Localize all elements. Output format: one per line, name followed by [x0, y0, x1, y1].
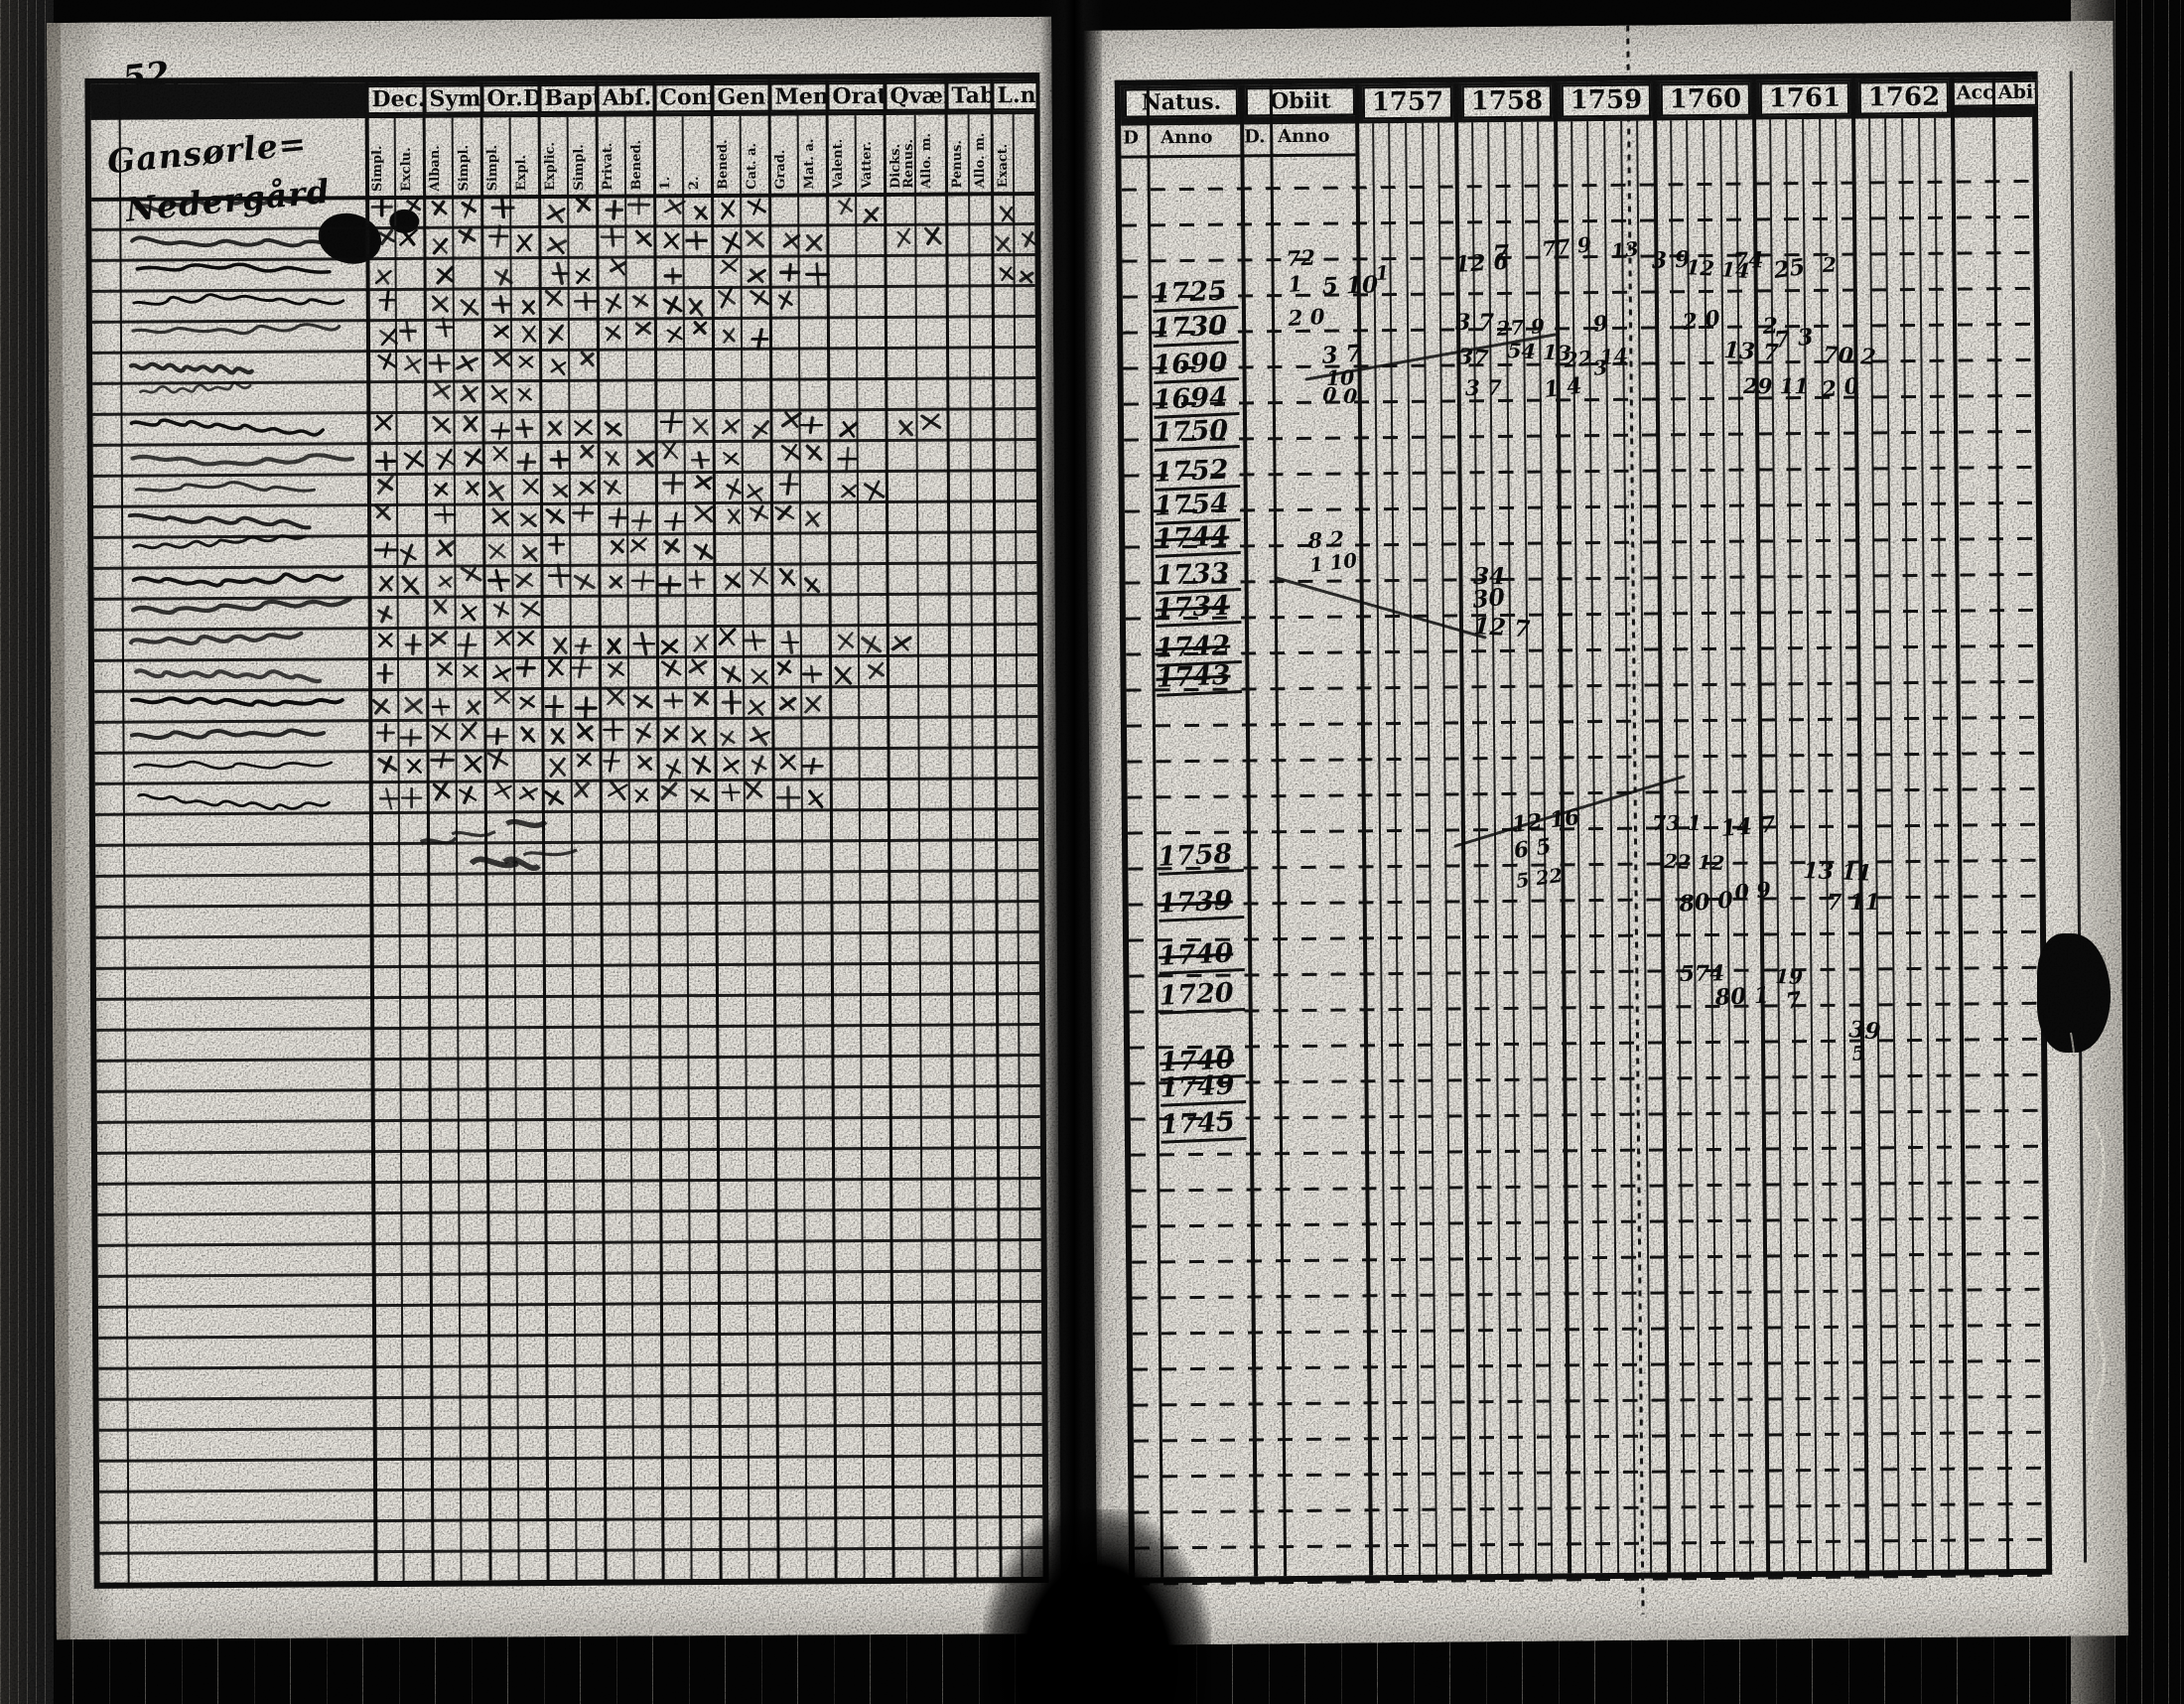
birth-year-entry: 1720 [1158, 977, 1246, 1015]
column-header-taba: Taba [946, 81, 995, 111]
birth-year-entry: 1749 [1159, 1069, 1247, 1107]
column-subheader: Simpl. [369, 145, 386, 193]
column-header-ord: Or.D [481, 84, 542, 114]
column-subheader: Bened. [628, 139, 645, 191]
edge-blot [2037, 933, 2111, 1053]
column-subheader: 1. [657, 176, 674, 191]
column-subheader: Allo. m. [972, 132, 989, 189]
column-header-year-1762: 1762 [1858, 80, 1950, 115]
column-subheader: Expl. [513, 154, 530, 192]
obiit-subheader-anno: Anno [1278, 125, 1330, 148]
scan-left-border [0, 0, 54, 1704]
column-subheader: Privat. [600, 142, 616, 191]
birth-year-entry: 1734 [1155, 590, 1242, 628]
column-subheader: Simpl. [456, 144, 473, 192]
column-header-obiit: Obiit [1245, 86, 1356, 117]
column-subheader: Vatter. [859, 141, 876, 190]
right-page: Natus. Obiit 1757 1758 1759 1760 1761 1762 Acceſ… [1082, 21, 2128, 1645]
column-header-ab: Abſ. [597, 83, 657, 113]
column-header-year-1757: 1757 [1362, 85, 1453, 120]
birth-year-entry: 1690 [1152, 347, 1240, 384]
table-row [1135, 1541, 2046, 1586]
natus-subheader-anno: Anno [1160, 126, 1213, 149]
column-header-conf: Conf. [654, 82, 715, 113]
book-gutter [1040, 0, 1102, 1704]
column-subheader: Penus. [949, 140, 966, 189]
outer-margin-rule [2069, 71, 2088, 1563]
farm-title-line1: Gansørle= [105, 123, 309, 182]
column-subheader: Alban. [427, 145, 444, 192]
column-subheader: Allo. m. [918, 132, 935, 189]
column-header-orat: Orat. [827, 81, 887, 112]
column-subheader: Grad. [772, 149, 789, 190]
column-header-natus: Natus. [1124, 87, 1239, 118]
table-row [99, 1546, 1043, 1586]
natus-subheader: D [1123, 127, 1139, 149]
birth-year-entry: 1754 [1154, 488, 1241, 525]
column-header-year-1760: 1760 [1660, 82, 1751, 117]
column-header-year-1759: 1759 [1561, 83, 1652, 118]
column-header-bapt: Bapt. [539, 83, 600, 114]
column-header-abit: Abit. [1992, 79, 2037, 107]
birth-year-entry: 1730 [1152, 310, 1239, 348]
column-header-acces: Acceſ. [1951, 80, 1997, 107]
column-subheader: Exact. [995, 143, 1012, 189]
obiit-subheader: D. [1244, 126, 1266, 148]
birth-year-entry: 1733 [1154, 557, 1242, 595]
column-subheader: 2. [686, 176, 703, 191]
birth-year-entry: 1758 [1157, 838, 1244, 876]
birth-year-entry: 1752 [1153, 454, 1241, 492]
column-header-dec: Dec. [366, 84, 427, 115]
birth-year-entry: 1694 [1153, 381, 1240, 419]
book-gutter-shadow [983, 1509, 1211, 1704]
column-subheader: Mat. a. [801, 138, 818, 190]
column-header-ln: L.n. [992, 81, 1038, 111]
column-header-symb: Symb. [424, 84, 484, 114]
left-page-table: Gansørle= Nedergård Dec. Simpl. Exclu. Symb… [84, 71, 1049, 1589]
column-subheader: Dicks. Renus. [887, 138, 917, 189]
birth-year-entry: 1725 [1152, 275, 1239, 313]
left-page: 52. Gansørle= Nedergård Dec. Simpl. Exclu.… [47, 16, 1061, 1640]
column-header-year-1758: 1758 [1461, 84, 1553, 119]
column-subheader: Explic. [542, 141, 559, 192]
column-header-qvt: Qvæſt. [885, 81, 949, 112]
birth-year-entry: 1745 [1160, 1106, 1247, 1144]
column-subheader: Valent. [830, 138, 847, 190]
column-subheader: Exclu. [398, 147, 415, 192]
column-header-gend: Gen.D [712, 82, 772, 113]
birth-year-entry: 1740 [1158, 937, 1245, 975]
column-subheader: Bened. [715, 139, 732, 190]
column-subheader: Cat. a. [744, 142, 760, 190]
column-subheader: Simpl. [571, 144, 588, 191]
column-header-men: Menſ. [769, 82, 830, 112]
right-page-table: Natus. Obiit 1757 1758 1759 1760 1761 1762 Acceſ… [1114, 71, 2053, 1586]
column-subheader: Simpl. [484, 144, 501, 192]
birth-year-entry: 1739 [1157, 885, 1245, 923]
birth-year-entry: 1750 [1153, 414, 1240, 452]
birth-year-entry: 1744 [1154, 520, 1241, 558]
birth-year-entry: 1743 [1155, 659, 1243, 697]
column-header-year-1761: 1761 [1759, 81, 1850, 116]
